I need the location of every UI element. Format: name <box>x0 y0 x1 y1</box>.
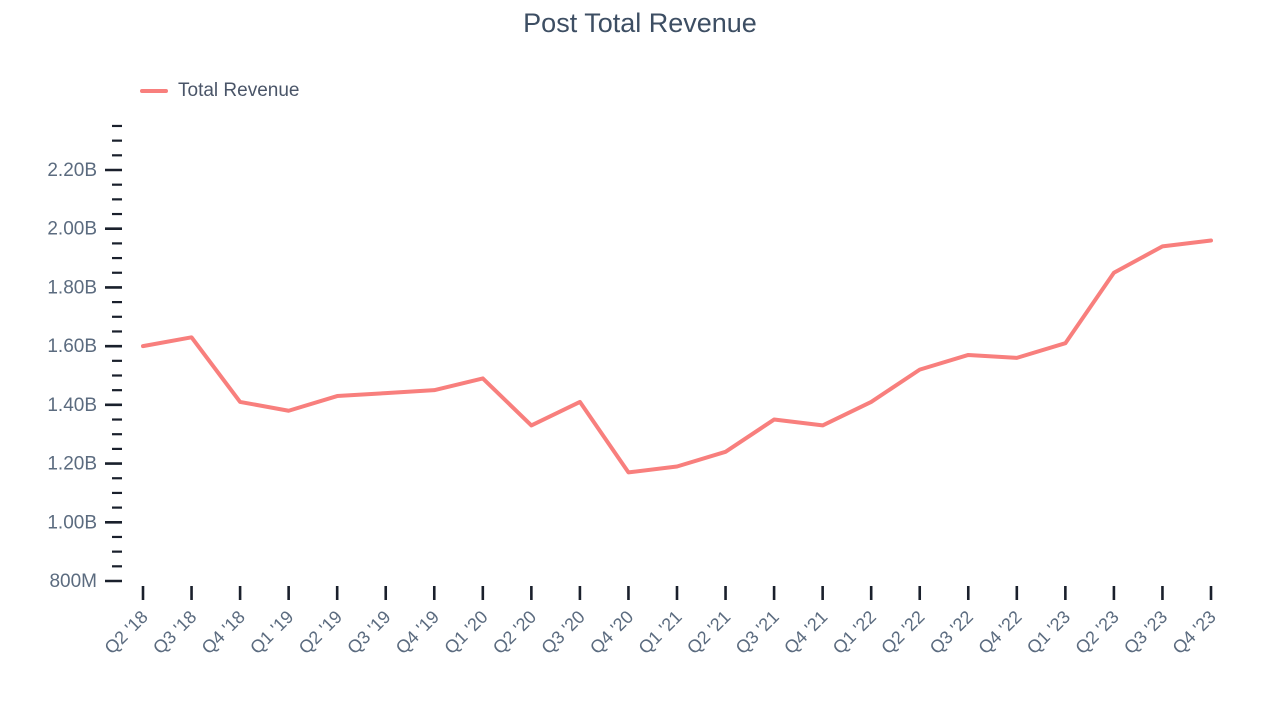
x-axis-label: Q4 '22 <box>974 607 1025 658</box>
y-axis-label: 2.20B <box>47 160 97 181</box>
x-axis-label: Q4 '19 <box>392 607 443 658</box>
legend[interactable]: Total Revenue <box>140 80 299 102</box>
x-axis-label: Q2 '19 <box>295 607 346 658</box>
y-axis-label: 1.60B <box>47 336 97 357</box>
x-axis-label: Q4 '23 <box>1169 607 1220 658</box>
x-axis-label: Q3 '22 <box>926 607 977 658</box>
total-revenue-line[interactable] <box>141 238 1213 475</box>
x-axis-label: Q1 '20 <box>440 607 491 658</box>
y-axis-label: 1.40B <box>47 395 97 416</box>
x-axis-label: Q3 '19 <box>343 607 394 658</box>
x-axis-label: Q4 '20 <box>586 607 637 658</box>
chart-title: Post Total Revenue <box>523 8 757 38</box>
x-axis-label: Q2 '21 <box>683 607 734 658</box>
x-axis-label: Q4 '21 <box>780 607 831 658</box>
y-axis-label: 1.00B <box>47 512 97 533</box>
x-axis-label: Q3 '20 <box>537 607 588 658</box>
y-axis-label: 2.00B <box>47 219 97 240</box>
x-axis-label: Q1 '19 <box>246 607 297 658</box>
x-axis-label: Q3 '23 <box>1120 607 1171 658</box>
x-axis-label: Q2 '22 <box>877 607 928 658</box>
x-axis-label: Q2 '20 <box>489 607 540 658</box>
x-axis-label: Q1 '21 <box>635 607 686 658</box>
y-axis-label: 800M <box>49 571 97 592</box>
legend-label: Total Revenue <box>178 80 300 101</box>
x-axis-label: Q1 '22 <box>829 607 880 658</box>
x-axis-label: Q2 '18 <box>101 607 152 658</box>
y-axis-label: 1.80B <box>47 277 97 298</box>
x-axis-label: Q3 '18 <box>149 607 200 658</box>
x-axis-label: Q4 '18 <box>198 607 249 658</box>
y-axis-label: 1.20B <box>47 454 97 475</box>
x-axis-label: Q2 '23 <box>1071 607 1122 658</box>
x-axis-label: Q3 '21 <box>732 607 783 658</box>
legend-line-swatch <box>140 89 168 93</box>
x-axis-label: Q1 '23 <box>1023 607 1074 658</box>
